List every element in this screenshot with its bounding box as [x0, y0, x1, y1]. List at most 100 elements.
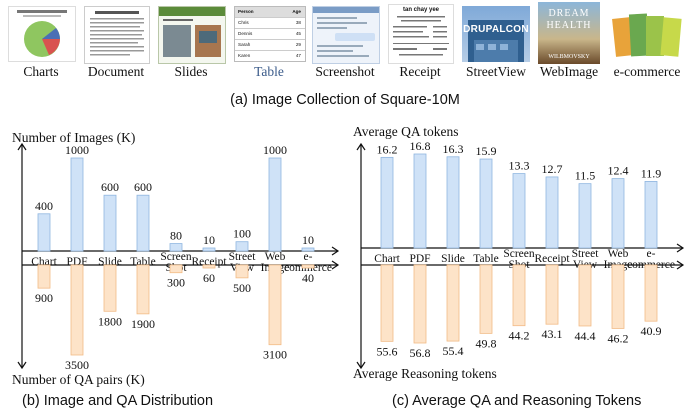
bar-upper — [512, 173, 526, 249]
x-axis-lower-arrow-icon — [676, 260, 685, 270]
bar-lower — [512, 264, 526, 327]
bar-upper — [202, 247, 216, 252]
bar-lower — [479, 264, 493, 334]
data-label-upper: 600 — [101, 180, 119, 194]
y-axis-label-top: Number of Images (K) — [12, 130, 135, 145]
data-label-lower: 300 — [167, 276, 185, 290]
charts-thumbnail — [8, 6, 76, 62]
table-thumb-cell: 45 — [295, 31, 301, 36]
table-thumbnail: Person Age Chris 38 Dennis 45 Sarah 29 Karen 47 — [234, 6, 306, 62]
data-label-upper: 400 — [35, 199, 53, 213]
bar-upper — [413, 153, 427, 249]
category-tick-label: Slide — [441, 253, 465, 265]
document-page-icon — [90, 11, 144, 56]
bar-upper — [446, 156, 460, 249]
gallery-label-ecommerce: e-commerce — [613, 64, 681, 79]
data-label-upper: 13.3 — [509, 159, 530, 173]
data-label-upper: 10 — [203, 233, 215, 247]
bar-upper — [136, 194, 150, 252]
category-tick-label: Receipt — [191, 256, 227, 268]
bar-upper — [37, 213, 51, 252]
category-tick-label: e- — [647, 248, 656, 260]
gallery-label-receipt: Receipt — [399, 64, 441, 79]
bar-lower — [380, 264, 394, 342]
table-thumb-cell: Person — [238, 9, 254, 14]
table-thumb-cell: Dennis — [238, 31, 253, 36]
table-thumb-row: Sarah 29 — [235, 40, 305, 51]
category-tick-label: Screen — [160, 251, 192, 263]
webimage-word-1: DREAM — [548, 8, 590, 19]
gallery-label-streetview: StreetView — [466, 64, 526, 79]
data-label-upper: 1000 — [65, 143, 89, 157]
data-label-lower: 44.4 — [575, 329, 596, 343]
y-axis-arrow-down-icon — [356, 361, 366, 370]
table-thumb-cell: 38 — [295, 20, 301, 25]
webimage-word-3: WILBMOVSKY — [548, 54, 590, 60]
data-label-lower: 49.8 — [476, 336, 497, 350]
ecommerce-thumbnail — [612, 8, 682, 62]
bar-lower — [136, 264, 150, 315]
x-axis-arrow-icon — [676, 243, 685, 253]
slides-thumbnail — [158, 6, 226, 64]
data-label-lower: 56.8 — [410, 346, 431, 360]
bar-upper — [479, 158, 493, 249]
gallery-label-table: Table — [254, 64, 284, 79]
caption-c: (c) Average QA and Reasoning Tokens — [392, 393, 642, 409]
building-icon — [468, 20, 524, 62]
data-label-upper: 100 — [233, 227, 251, 241]
gallery-label-slides: Slides — [174, 64, 208, 79]
bar-lower — [103, 264, 117, 312]
caption-a: (a) Image Collection of Square-10M — [230, 92, 460, 108]
table-thumb-cell: Sarah — [238, 42, 251, 47]
bar-lower — [70, 264, 84, 356]
bar-lower — [301, 264, 315, 269]
data-label-lower: 44.2 — [509, 329, 530, 343]
data-label-upper: 16.3 — [443, 142, 464, 156]
document-thumbnail — [84, 6, 150, 64]
data-label-lower: 900 — [35, 291, 53, 305]
bar-lower — [545, 264, 559, 325]
bar-lower — [644, 264, 658, 322]
bar-upper — [70, 157, 84, 252]
y-axis-arrow-down-icon — [17, 361, 27, 370]
caption-b: (b) Image and QA Distribution — [22, 393, 214, 409]
table-thumb-row: Chris 38 — [235, 18, 305, 29]
bar-lower — [235, 264, 249, 279]
data-label-lower: 1800 — [98, 314, 122, 328]
data-label-upper: 15.9 — [476, 144, 497, 158]
bar-upper — [169, 243, 183, 252]
bar-lower — [37, 264, 51, 289]
y-axis-label-bottom: Average Reasoning tokens — [353, 366, 497, 381]
bar-upper — [301, 247, 315, 252]
data-label-lower: 40.9 — [641, 324, 662, 338]
data-label-upper: 11.9 — [641, 166, 662, 180]
data-label-lower: 500 — [233, 281, 251, 295]
streetview-sign-text: DRUPALCON — [463, 24, 529, 35]
category-tick-label: e- — [304, 251, 313, 263]
data-label-lower: 55.6 — [377, 344, 398, 358]
category-tick-label: PDF — [409, 253, 430, 265]
bar-lower — [578, 264, 592, 327]
table-thumb-row: Dennis 45 — [235, 29, 305, 40]
data-label-lower: 55.4 — [443, 344, 464, 358]
bar-lower — [268, 264, 282, 346]
table-thumb-cell: Age — [292, 9, 301, 14]
webimage-word-2: HEALTH — [546, 20, 592, 31]
y-axis-label-top: Average QA tokens — [353, 124, 458, 139]
product-packs-icon — [612, 13, 682, 57]
category-tick-label: Web — [608, 248, 629, 260]
data-label-upper: 80 — [170, 229, 182, 243]
image-qa-distribution-chart: Number of Images (K) Number of QA pairs (… — [12, 130, 340, 387]
table-thumb-cell: 29 — [295, 42, 301, 47]
data-label-upper: 600 — [134, 180, 152, 194]
table-thumb-cell: Chris — [238, 20, 249, 25]
receipt-thumbnail: tan chay yee — [388, 4, 454, 64]
category-tick-label: Web — [265, 251, 286, 263]
y-axis-arrow-up-icon — [356, 142, 366, 151]
gallery-label-screenshot: Screenshot — [315, 64, 375, 79]
x-axis-lower-arrow-icon — [331, 260, 340, 270]
data-label-upper: 12.7 — [542, 162, 563, 176]
gallery-label-document: Document — [87, 64, 145, 79]
category-tick-label: Street — [572, 248, 600, 260]
bar-upper — [578, 183, 592, 249]
